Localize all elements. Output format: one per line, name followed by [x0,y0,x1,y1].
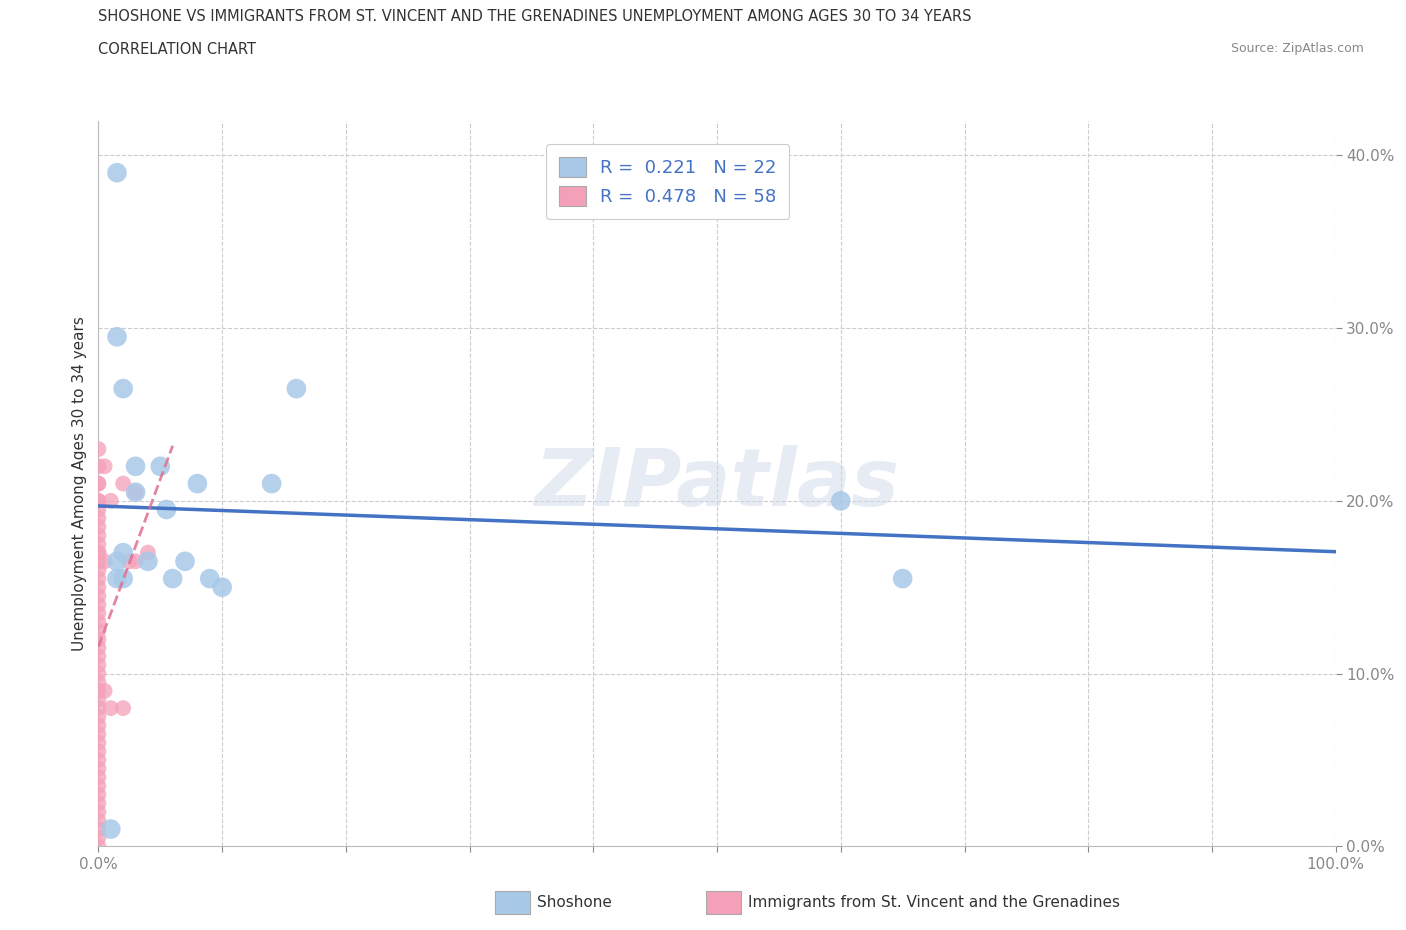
Point [87,778,110,793]
Point [100,700,122,715]
Point [112,381,135,396]
Point [93,684,115,698]
Text: Source: ZipAtlas.com: Source: ZipAtlas.com [1230,42,1364,55]
Point [124,554,146,569]
Text: CORRELATION CHART: CORRELATION CHART [98,42,256,57]
Point [124,485,146,499]
Point [136,545,159,560]
Point [87,597,110,612]
Point [87,700,110,715]
Point [105,329,128,344]
Point [87,744,110,759]
Point [87,571,110,586]
Point [87,684,110,698]
Point [87,554,110,569]
Point [93,554,115,569]
Point [105,571,128,586]
Point [87,519,110,534]
Point [87,476,110,491]
Point [100,821,122,836]
Point [891,571,914,586]
Point [260,476,283,491]
Point [87,830,110,845]
Point [87,804,110,819]
Point [87,511,110,525]
Point [87,605,110,620]
Point [87,502,110,517]
Point [112,571,135,586]
Point [174,554,197,569]
Point [118,554,141,569]
Point [87,752,110,767]
Text: ZIPatlas: ZIPatlas [534,445,900,523]
Point [112,476,135,491]
Point [87,631,110,646]
Point [87,658,110,672]
Point [87,718,110,733]
Point [87,442,110,457]
Text: Immigrants from St. Vincent and the Grenadines: Immigrants from St. Vincent and the Gren… [748,895,1121,910]
Point [830,494,852,509]
Point [211,579,233,594]
Point [87,649,110,664]
Point [87,494,110,509]
Point [105,554,128,569]
Point [285,381,308,396]
Point [87,726,110,741]
Point [87,710,110,724]
Point [87,839,110,854]
Point [100,494,122,509]
Point [87,623,110,638]
Point [87,796,110,811]
Point [87,640,110,655]
Point [87,494,110,509]
Point [87,537,110,551]
Point [112,545,135,560]
Point [162,571,184,586]
Point [124,485,146,499]
Point [136,554,159,569]
Point [87,736,110,751]
Point [87,545,110,560]
Point [87,813,110,828]
Legend: R =  0.221   N = 22, R =  0.478   N = 58: R = 0.221 N = 22, R = 0.478 N = 58 [546,144,789,219]
Point [87,666,110,681]
Point [87,589,110,604]
Text: SHOSHONE VS IMMIGRANTS FROM ST. VINCENT AND THE GRENADINES UNEMPLOYMENT AMONG AG: SHOSHONE VS IMMIGRANTS FROM ST. VINCENT … [98,9,972,24]
Point [87,476,110,491]
Point [124,458,146,473]
Point [87,579,110,594]
Point [155,502,177,517]
Text: Shoshone: Shoshone [537,895,612,910]
Point [87,787,110,802]
Point [149,458,172,473]
Point [87,692,110,707]
Point [87,615,110,630]
Point [87,675,110,690]
Point [186,476,208,491]
Point [87,458,110,473]
Point [87,770,110,785]
Y-axis label: Unemployment Among Ages 30 to 34 years: Unemployment Among Ages 30 to 34 years [72,316,87,651]
Point [87,528,110,543]
Point [87,545,110,560]
Point [93,458,115,473]
Point [112,700,135,715]
Point [87,821,110,836]
Point [198,571,221,586]
Point [87,761,110,776]
Point [87,563,110,578]
Point [105,166,128,180]
